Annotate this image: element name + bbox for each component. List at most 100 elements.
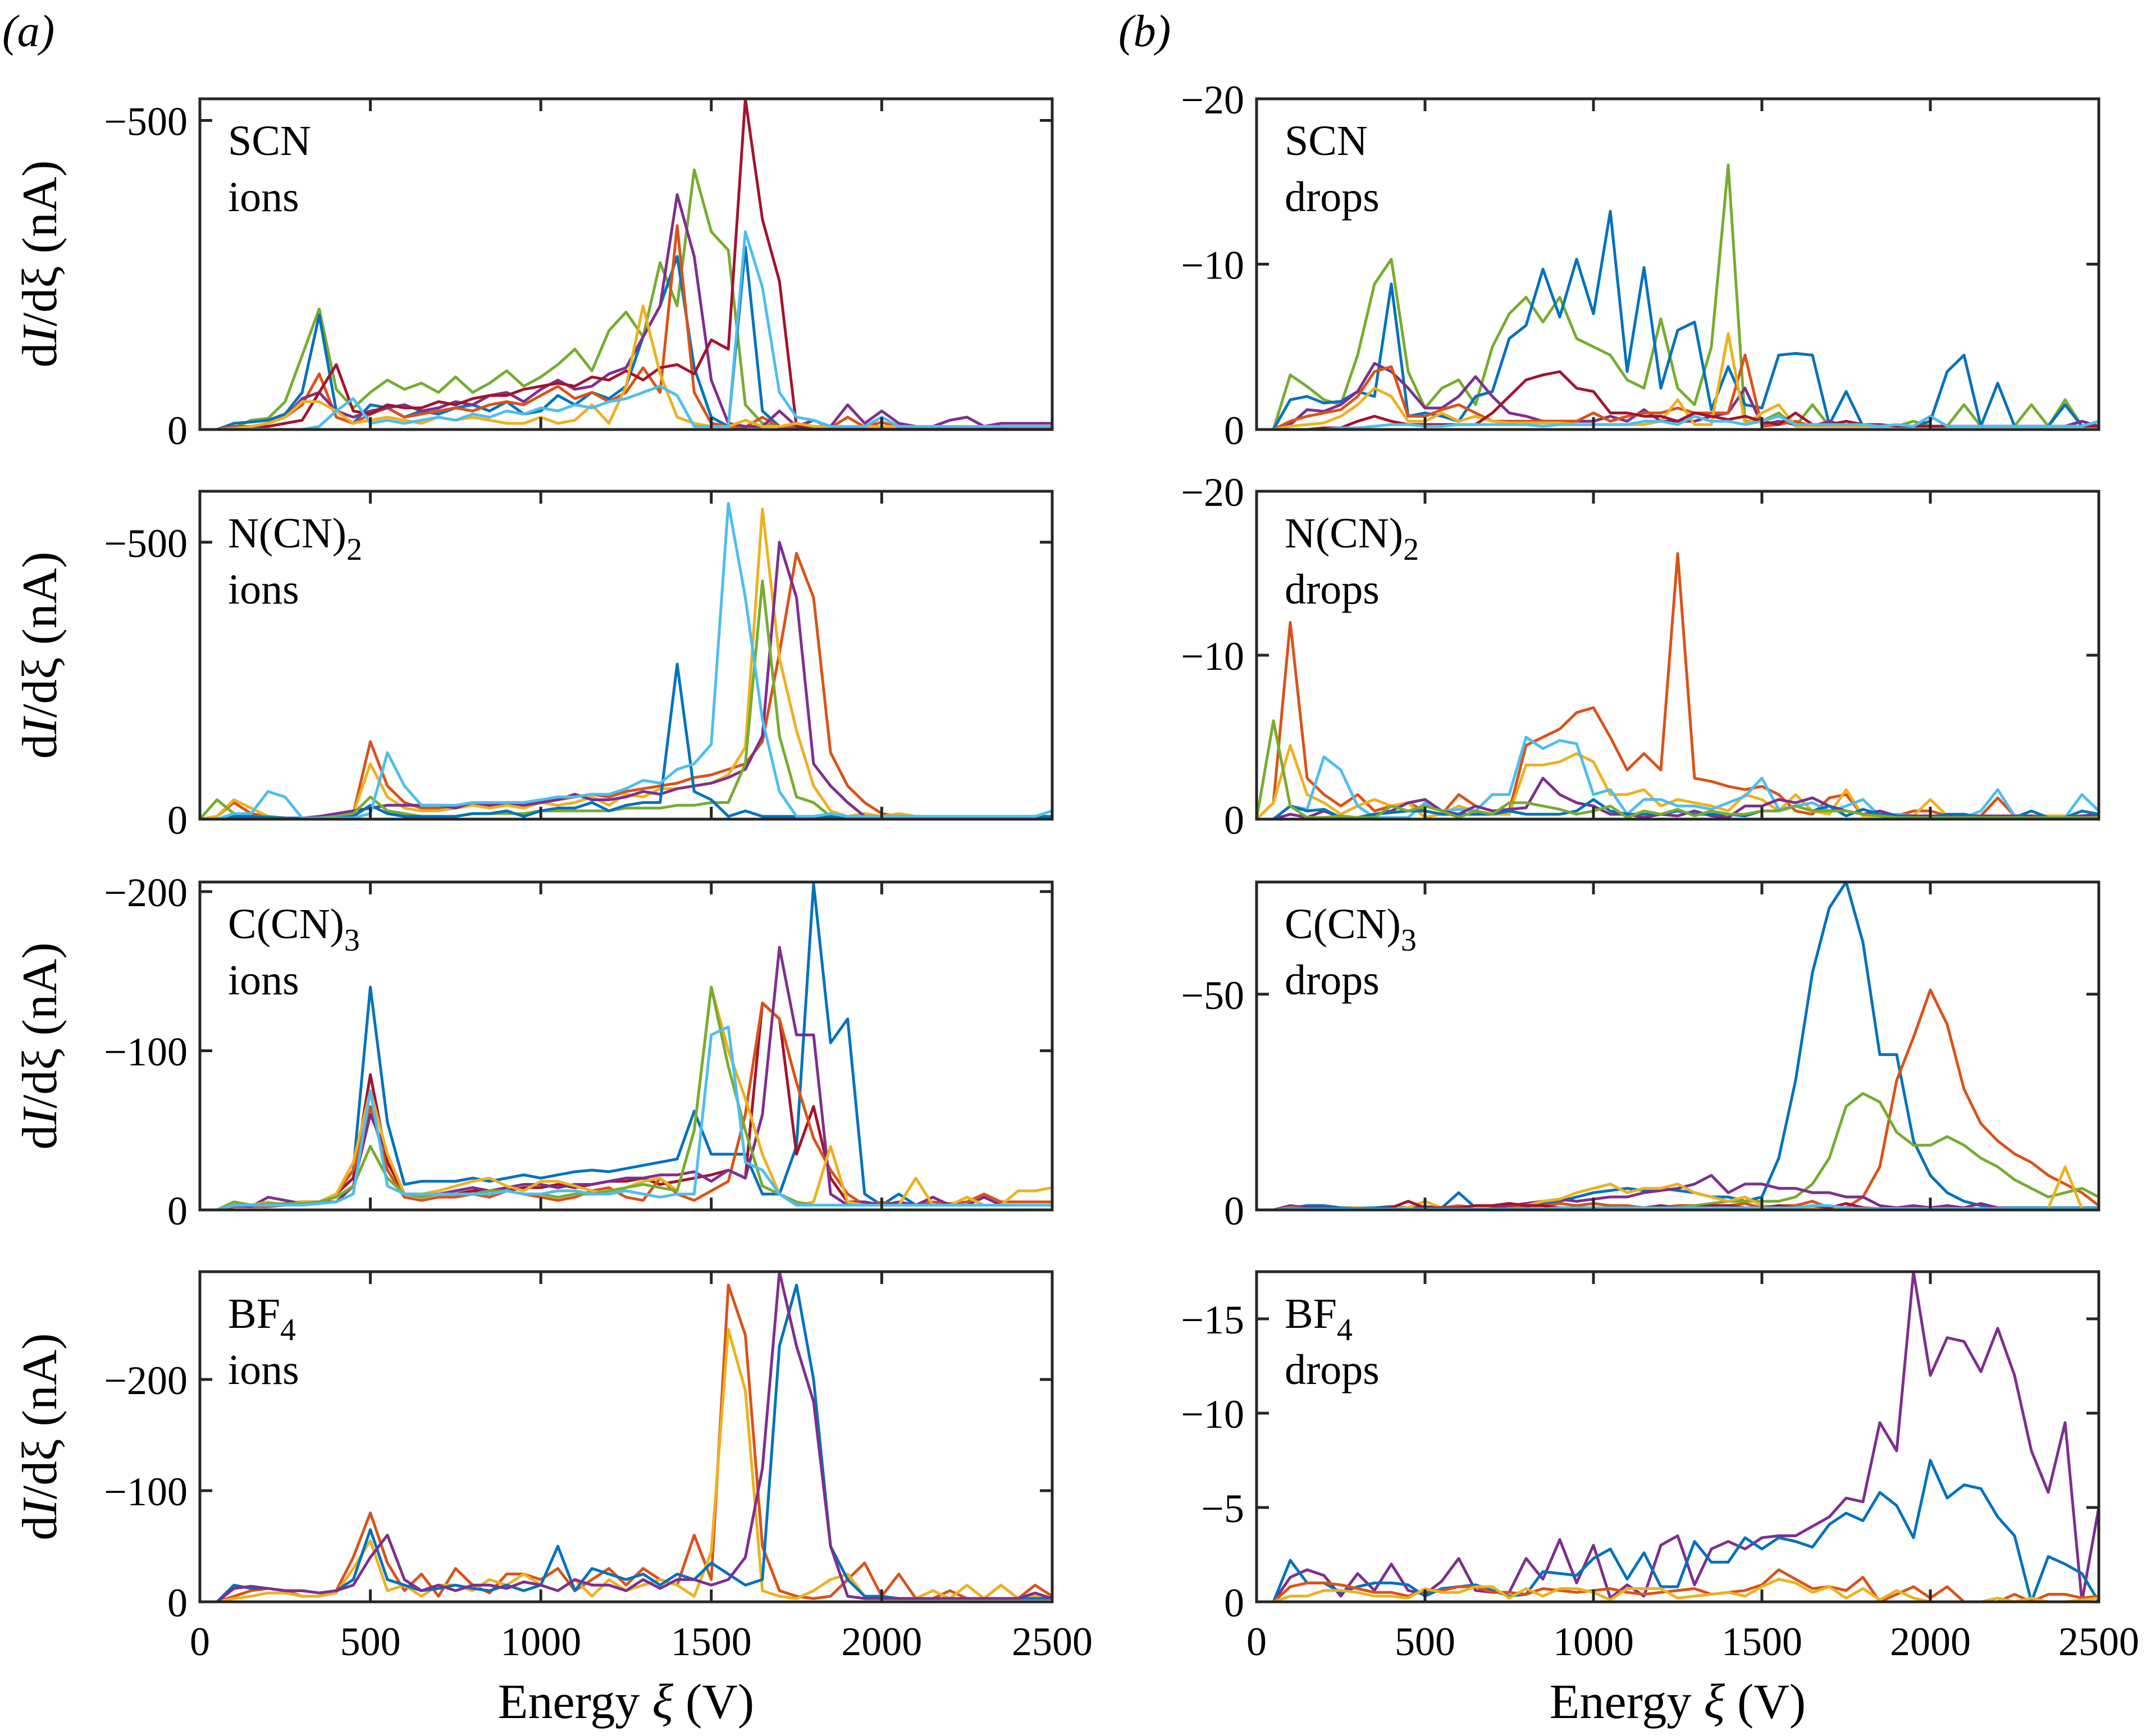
panel-annotation-kind: drops (1285, 957, 1380, 1004)
x-tick-label: 1500 (671, 1619, 752, 1664)
panel-letter-a: (a) (2, 7, 54, 56)
series-line-orange (1255, 988, 2100, 1212)
ylabel-italic: I (13, 716, 67, 735)
panel-annotation-kind: ions (228, 173, 299, 221)
panel-scn-ions: −500 0 SCN ions (104, 97, 1054, 453)
y-tick-label: 0 (167, 1189, 188, 1234)
series-group (198, 882, 1054, 1212)
y-tick-label: 0 (1224, 1189, 1244, 1234)
x-tick-label: 0 (1246, 1619, 1267, 1664)
panel-annotation-kind: ions (228, 957, 299, 1004)
y-tick-label: −10 (1181, 243, 1244, 288)
axes-frame (198, 880, 1054, 1212)
x-tick-label: 1000 (1553, 1619, 1634, 1664)
y-tick-label: −50 (1181, 973, 1244, 1018)
series-group (198, 1270, 1054, 1603)
x-tick-label: 1000 (500, 1619, 581, 1664)
y-tick-label: 0 (167, 408, 188, 453)
series-line-blue (198, 1283, 1054, 1603)
series-line-cyan (1255, 735, 2100, 821)
y-tick-label: −20 (1181, 470, 1244, 515)
ylabel-pre: d (13, 1516, 67, 1541)
series-line-purple (198, 541, 1054, 821)
ylabel-pre: d (13, 734, 67, 759)
y-tick-label: 0 (1224, 798, 1244, 843)
series-line-blue (1255, 209, 2100, 431)
panel-annotation-species: BF4 (1285, 1290, 1353, 1347)
panel-annotation-kind: drops (1285, 173, 1380, 221)
series-line-orange (1255, 1568, 2100, 1603)
series-line-green (1255, 163, 2100, 431)
axes-frame (198, 97, 1054, 431)
series-line-cyan (198, 230, 1054, 431)
y-tick-label: −10 (1181, 1392, 1244, 1437)
y-tick-label: −500 (104, 521, 188, 566)
x-tick-label: 0 (190, 1619, 210, 1664)
series-group (198, 97, 1054, 431)
y-tick-label: −10 (1181, 634, 1244, 679)
series-line-orange (198, 552, 1054, 821)
x-tick-label: 2000 (841, 1619, 922, 1664)
y-tick-label: 0 (167, 1580, 188, 1625)
series-group (1255, 552, 2100, 821)
x-tick-label: 1500 (1721, 1619, 1802, 1664)
panel-annotation-species: BF4 (228, 1290, 296, 1347)
ylabel-row-2: dI/dξ (nA) (13, 942, 67, 1149)
panel-annotation-species: SCN (228, 117, 311, 165)
xlabel-pre: Energy (1550, 1675, 1704, 1729)
panel-annotation-kind: drops (1285, 1346, 1380, 1394)
xlabel-post: (V) (673, 1675, 754, 1729)
xlabel-post: (V) (1725, 1675, 1806, 1729)
y-tick-label: −5 (1201, 1486, 1244, 1531)
panel-annotation-species: SCN (1285, 117, 1368, 165)
axes-frame (198, 1270, 1054, 1603)
panel-annotation-species: N(CN)2 (1285, 510, 1419, 567)
svg-text:dI/dξ (nA): dI/dξ (nA) (13, 160, 67, 367)
y-tick-label: 0 (1224, 1580, 1244, 1625)
xlabel-italic: ξ (652, 1675, 673, 1729)
series-line-blue (1255, 798, 2100, 821)
series-line-orange (1255, 552, 2100, 821)
y-tick-label: −100 (104, 1469, 188, 1514)
series-line-green (1255, 1092, 2100, 1212)
series-line-yellow (198, 1328, 1054, 1603)
series-line-yellow (198, 985, 1054, 1212)
ylabel-italic: I (13, 1107, 67, 1126)
ylabel-italic: I (13, 1497, 67, 1516)
y-tick-label: −200 (104, 870, 188, 915)
xlabel-pre: Energy (498, 1675, 652, 1729)
ylabel-row-1: dI/dξ (nA) (13, 551, 67, 759)
panel-scn-drops: −20 −10 0 SCN drops (1181, 77, 2100, 453)
y-tick-label: −200 (104, 1358, 188, 1403)
panel-annotation-kind: ions (228, 1346, 299, 1394)
series-line-cyan (198, 1025, 1054, 1212)
svg-text:dI/dξ (nA): dI/dξ (nA) (13, 1333, 67, 1540)
x-tick-label: 2500 (1012, 1619, 1093, 1664)
panel-annotation-species: C(CN)3 (228, 901, 360, 958)
series-line-purple (198, 945, 1054, 1212)
series-line-orange (198, 1283, 1054, 1603)
xlabel-a: Energy ξ (V) (498, 1675, 754, 1729)
ylabel-pre: d (13, 1125, 67, 1150)
x-tick-label: 2500 (2058, 1619, 2139, 1664)
ylabel-post: /dξ (nA) (13, 551, 67, 718)
xlabel-italic: ξ (1704, 1675, 1725, 1729)
series-line-cyan (1255, 414, 2100, 431)
panel-annotation-species: C(CN)3 (1285, 901, 1417, 958)
ylabel-row-3: dI/dξ (nA) (13, 1333, 67, 1540)
panel-annotation-kind: ions (228, 566, 299, 613)
panel-annotation-species: N(CN)2 (228, 510, 362, 567)
x-tick-label: 500 (340, 1619, 401, 1664)
y-tick-label: −20 (1181, 77, 1244, 122)
axes-frame (198, 490, 1054, 821)
y-tick-label: −15 (1181, 1298, 1244, 1342)
series-group (1255, 1270, 2100, 1603)
series-line-blue (1255, 1459, 2100, 1603)
ylabel-pre: d (13, 343, 67, 368)
